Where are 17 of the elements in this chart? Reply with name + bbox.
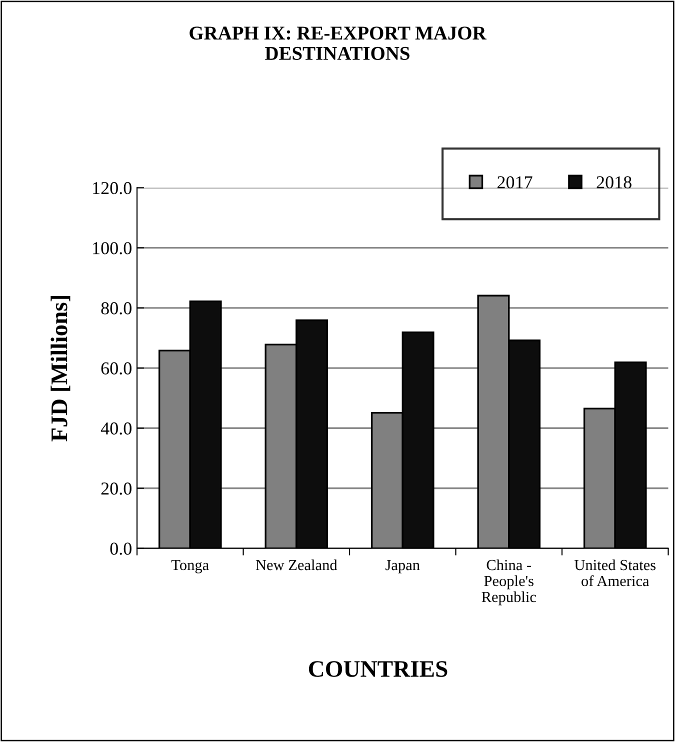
x-tick-label: China - People's Republic	[482, 559, 536, 606]
chart-title: GRAPH IX: RE-EXPORT MAJOR DESTINATIONS	[190, 26, 486, 60]
x-tick-label: Japan	[386, 560, 420, 574]
y-tick-label: 0.0	[110, 542, 132, 555]
y-tick-label: 20.0	[101, 482, 132, 495]
x-tick-label: United States of America	[574, 559, 656, 586]
y-tick-label: 80.0	[101, 302, 132, 314]
legend-label: 2018	[596, 176, 632, 188]
legend-label: 2017	[498, 176, 532, 188]
y-tick-label: 120.0	[93, 182, 132, 194]
x-tick-label: Tonga	[171, 560, 209, 574]
x-tick-label: New Zealand	[256, 559, 338, 570]
x-axis-title: COUNTRIES	[308, 661, 448, 677]
y-tick-label: 100.0	[93, 242, 132, 254]
y-tick-label: 40.0	[100, 422, 132, 435]
y-tick-label: 60.0	[101, 362, 132, 375]
y-axis-title: FJD [Millions]	[50, 296, 70, 442]
